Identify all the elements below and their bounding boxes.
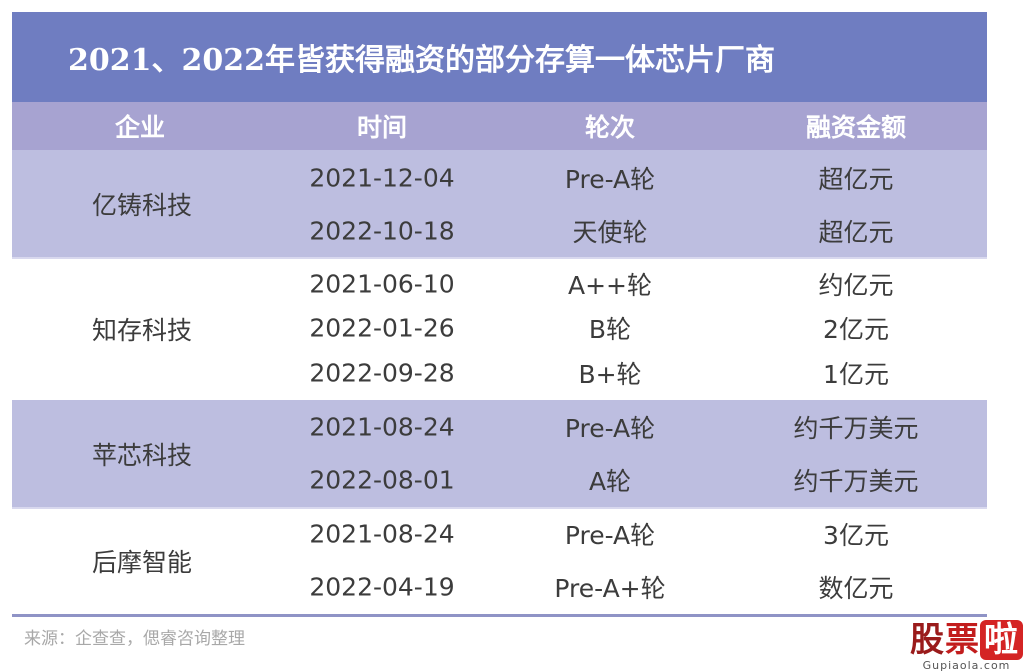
- round-cell: Pre-A轮: [564, 165, 656, 194]
- table-row: 2022-10-18 天使轮 超亿元: [12, 209, 987, 253]
- table-row: 2021-08-24 Pre-A轮 3亿元: [12, 512, 987, 556]
- column-header-round: 轮次: [584, 113, 636, 142]
- date-cell: 2021-08-24: [309, 519, 455, 549]
- column-header-company: 企业: [114, 113, 166, 142]
- company-group: 苹芯科技 2021-08-24 Pre-A轮 约千万美元 2022-08-01 …: [12, 400, 987, 507]
- amount-cell: 2亿元: [823, 315, 889, 344]
- round-cell: B轮: [588, 315, 632, 344]
- table-row: 2021-06-10 A++轮 约亿元: [12, 262, 987, 306]
- watermark-char: 票: [945, 620, 980, 660]
- company-name: 后摩智能: [91, 547, 192, 577]
- amount-cell: 3亿元: [823, 521, 889, 550]
- column-header-amount: 融资金额: [805, 113, 907, 142]
- column-header-date: 时间: [356, 113, 408, 142]
- amount-cell: 约千万美元: [793, 467, 919, 496]
- group-divider: [12, 257, 987, 259]
- table-bottom-rule: [12, 614, 987, 617]
- date-cell: 2022-10-18: [309, 216, 455, 246]
- date-cell: 2021-06-10: [309, 269, 455, 299]
- company-group: 后摩智能 2021-08-24 Pre-A轮 3亿元 2022-04-19 Pr…: [12, 507, 987, 614]
- amount-cell: 1亿元: [823, 360, 889, 389]
- table-row: 2022-01-26 B轮 2亿元: [12, 306, 987, 350]
- table-row: 2022-04-19 Pre-A+轮 数亿元: [12, 565, 987, 609]
- group-divider: [12, 507, 987, 509]
- date-cell: 2022-09-28: [309, 358, 455, 388]
- company-name: 亿铸科技: [91, 190, 192, 220]
- table-row: 2021-08-24 Pre-A轮 约千万美元: [12, 405, 987, 449]
- amount-cell: 超亿元: [818, 218, 894, 247]
- company-name: 苹芯科技: [91, 440, 192, 470]
- watermark-logo: 股票啦 Gupiaola.com: [910, 612, 1023, 672]
- watermark-char: 啦: [980, 620, 1023, 660]
- date-cell: 2022-01-26: [309, 313, 455, 343]
- round-cell: 天使轮: [572, 218, 648, 247]
- table-row: 2021-12-04 Pre-A轮 超亿元: [12, 156, 987, 200]
- round-cell: Pre-A轮: [564, 521, 656, 550]
- round-cell: Pre-A+轮: [554, 574, 666, 603]
- watermark-url: Gupiaola.com: [922, 659, 1011, 672]
- amount-cell: 约千万美元: [793, 414, 919, 443]
- date-cell: 2021-08-24: [309, 412, 455, 442]
- date-cell: 2022-08-01: [309, 465, 455, 495]
- date-cell: 2022-04-19: [309, 572, 455, 602]
- round-cell: A++轮: [568, 271, 652, 300]
- amount-cell: 约亿元: [818, 271, 894, 300]
- source-note: 来源：企查查，偲睿咨询整理: [24, 629, 245, 649]
- table-row: 2022-09-28 B+轮 1亿元: [12, 351, 987, 395]
- company-group: 知存科技 2021-06-10 A++轮 约亿元 2022-01-26 B轮 2…: [12, 257, 987, 400]
- amount-cell: 超亿元: [818, 165, 894, 194]
- round-cell: B+轮: [578, 360, 642, 389]
- amount-cell: 数亿元: [818, 574, 894, 603]
- table-row: 2022-08-01 A轮 约千万美元: [12, 458, 987, 502]
- table-title: 2021、2022年皆获得融资的部分存算一体芯片厂商: [12, 12, 987, 102]
- round-cell: Pre-A轮: [564, 414, 656, 443]
- table-header: 企业 时间 轮次 融资金额: [12, 102, 987, 150]
- company-group: 亿铸科技 2021-12-04 Pre-A轮 超亿元 2022-10-18 天使…: [12, 150, 987, 257]
- company-name: 知存科技: [91, 315, 192, 345]
- date-cell: 2021-12-04: [309, 163, 455, 193]
- watermark-char: 股: [910, 620, 945, 660]
- round-cell: A轮: [588, 467, 632, 496]
